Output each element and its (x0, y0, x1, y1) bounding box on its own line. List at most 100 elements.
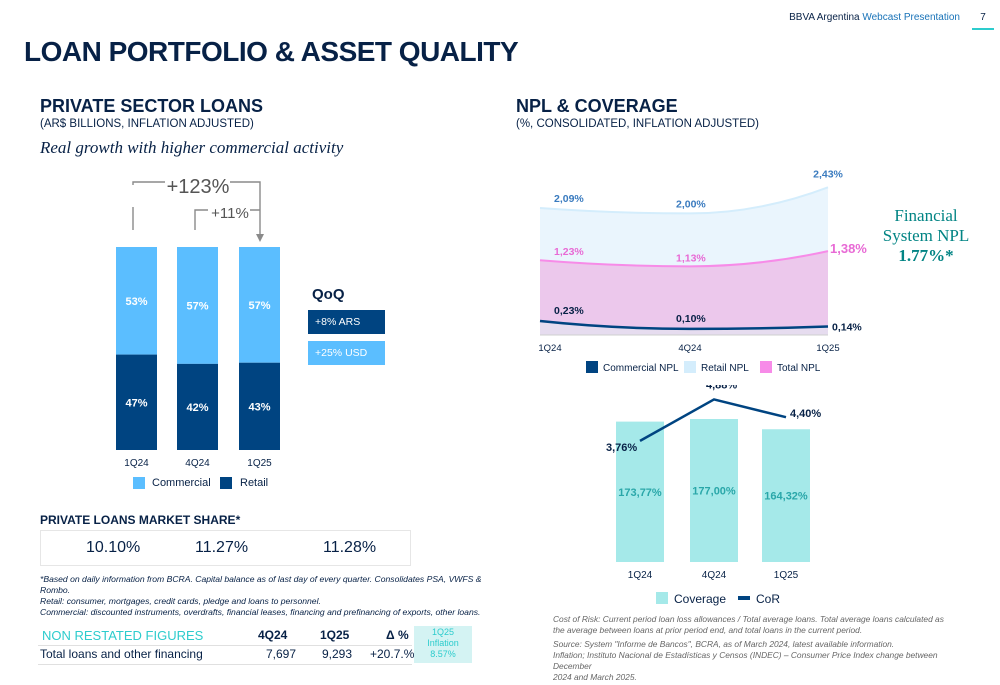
inflation-line: 8.57% (430, 649, 456, 659)
area-commercial-npl (540, 321, 828, 335)
market-share-4q24: 11.27% (195, 539, 249, 556)
market-share-title: PRIVATE LOANS MARKET SHARE* (40, 513, 241, 527)
nr-row (38, 645, 412, 665)
source-line: Cost of Risk: Current period loan loss a… (553, 614, 944, 624)
qoq-ars-badge: +8% ARS (308, 310, 385, 334)
bar-label-commercial: 53% (125, 296, 147, 308)
line-commercial-npl (539, 319, 829, 331)
label-total-npl: 1,38% (830, 241, 867, 256)
label-total-npl: 1,23% (554, 246, 584, 258)
bar-label-retail: 42% (186, 402, 208, 414)
brand-text: BBVA Argentina (789, 12, 860, 23)
loans-subtitle: (AR$ BILLIONS, INFLATION ADJUSTED) (40, 118, 254, 130)
bar-label-coverage: 173,77% (618, 487, 662, 499)
x-tick-label: 4Q24 (702, 570, 727, 581)
bar-commercial-1Q25 (239, 247, 280, 363)
label-commercial-npl: 0,23% (554, 305, 584, 317)
legend-swatch-commercial (133, 477, 145, 489)
footnote-line: Retail: consumer, mortgages, credit card… (40, 596, 321, 606)
nr-value-4q24: 7,697 (266, 647, 297, 661)
npl-chart: 2,09% 2,00% 2,43% 1,23% 1,13% 1,38% 0,23% 0,10%… (538, 168, 867, 374)
growth-bracket-qoq (194, 209, 260, 230)
x-tick-label: 1Q25 (816, 343, 839, 354)
line-cor (639, 398, 787, 442)
page-number: 7 (972, 8, 994, 30)
bar-coverage-4Q24 (690, 419, 738, 562)
label-total-npl: 1,13% (676, 252, 706, 264)
loans-title: PRIVATE SECTOR LOANS (40, 96, 264, 116)
nr-row-label: Total loans and other financing (40, 647, 203, 661)
qoq-title: QoQ (312, 286, 345, 303)
market-share-1q24: 10.10% (86, 539, 141, 556)
sources: Cost of Risk: Current period loan loss a… (553, 614, 973, 683)
npl-title: NPL & COVERAGE (516, 96, 678, 116)
loans-chart: 53% 47% 1Q24 57% 42% 4Q24 57% 43% 1Q25 +123% +11… (116, 176, 280, 469)
bar-retail-1Q25 (239, 362, 280, 450)
legend-swatch (760, 361, 772, 373)
nr-header-4q24: 4Q24 (258, 628, 288, 642)
legend-label: Commercial NPL (603, 363, 679, 374)
page-title: LOAN PORTFOLIO & ASSET QUALITY (24, 36, 519, 67)
footnote-line: *Based on daily information from BCRA. C… (40, 574, 482, 595)
bar-commercial-4Q24 (177, 247, 218, 364)
loans-tagline: Real growth with higher commercial activ… (40, 138, 344, 157)
presentation-label: Webcast Presentation (862, 12, 960, 23)
area-total-npl (540, 251, 828, 335)
source-line: Inflation; Instituto Nacional de Estadís… (553, 650, 938, 671)
source-line: Source: System "Informe de Bancos", BCRA… (553, 639, 895, 649)
npl-subtitle: (%, CONSOLIDATED, INFLATION ADJUSTED) (516, 118, 760, 130)
bar-label-commercial: 57% (186, 300, 208, 312)
legend-label-cor: CoR (756, 592, 780, 606)
label-cor: 4,88% (706, 385, 737, 391)
inflation-line: 1Q25 (431, 627, 455, 637)
legend-swatch-coverage (656, 592, 668, 604)
market-share-box (40, 530, 411, 566)
x-tick-label: 1Q24 (124, 458, 149, 469)
bar-coverage-1Q24 (616, 421, 664, 562)
line-retail-npl (539, 186, 829, 215)
x-tick-label: 1Q25 (247, 458, 272, 469)
legend-label: Retail NPL (701, 363, 749, 374)
qoq-usd-badge: +25% USD (308, 341, 385, 365)
legend-swatch (684, 361, 696, 373)
x-tick-label: 1Q25 (774, 570, 799, 581)
bar-coverage-1Q25 (762, 429, 810, 562)
label-cor: 4,40% (790, 408, 821, 420)
label-retail-npl: 2,09% (554, 193, 584, 205)
label-retail-npl: 2,00% (676, 198, 706, 210)
nr-value-1q25: 9,293 (322, 647, 353, 661)
growth-qoq-label: +11% (211, 205, 249, 222)
source-line: the average between loans at prior perio… (553, 625, 863, 635)
label-commercial-npl: 0,10% (676, 313, 706, 325)
legend-label-commercial: Commercial (152, 477, 211, 489)
x-tick-label: 4Q24 (678, 343, 701, 354)
line-total-npl (539, 250, 829, 268)
bar-commercial-1Q24 (116, 247, 157, 355)
financial-system-npl: Financial System NPL 1.77%* (876, 206, 976, 266)
legend-swatch (586, 361, 598, 373)
label-cor: 3,76% (606, 442, 637, 454)
fs-npl-label: System NPL (882, 226, 970, 245)
x-tick-label: 1Q24 (628, 570, 653, 581)
legend-label-retail: Retail (240, 477, 269, 489)
legend-label: Total NPL (777, 363, 821, 374)
source-line: 2024 and March 2025. (553, 672, 637, 682)
coverage-chart: 173,77% 177,00% 164,32% 3,76% 4,88% 4,40% 1Q… (606, 385, 821, 606)
bar-label-retail: 47% (125, 397, 147, 409)
bar-label-coverage: 164,32% (764, 491, 808, 503)
legend-swatch-retail (220, 477, 232, 489)
nr-header-1q25: 1Q25 (320, 628, 350, 642)
bar-label-commercial: 57% (248, 300, 270, 312)
fs-npl-value: 1.77%* (898, 246, 954, 265)
legend-label-coverage: Coverage (674, 592, 726, 606)
growth-total-label: +123% (167, 176, 230, 198)
x-tick-label: 4Q24 (185, 458, 210, 469)
header-brand: BBVA Argentina Webcast Presentation (789, 12, 960, 23)
non-restated-title: NON RESTATED FIGURES (42, 628, 204, 643)
arrow-down-icon (256, 234, 264, 242)
footnote-line: Commercial: discounted instruments, over… (40, 607, 481, 617)
inflation-badge: 1Q25 Inflation 8.57% (414, 626, 472, 663)
bar-retail-1Q24 (116, 354, 157, 450)
bar-retail-4Q24 (177, 363, 218, 450)
market-share-1q25: 11.28% (323, 539, 377, 556)
